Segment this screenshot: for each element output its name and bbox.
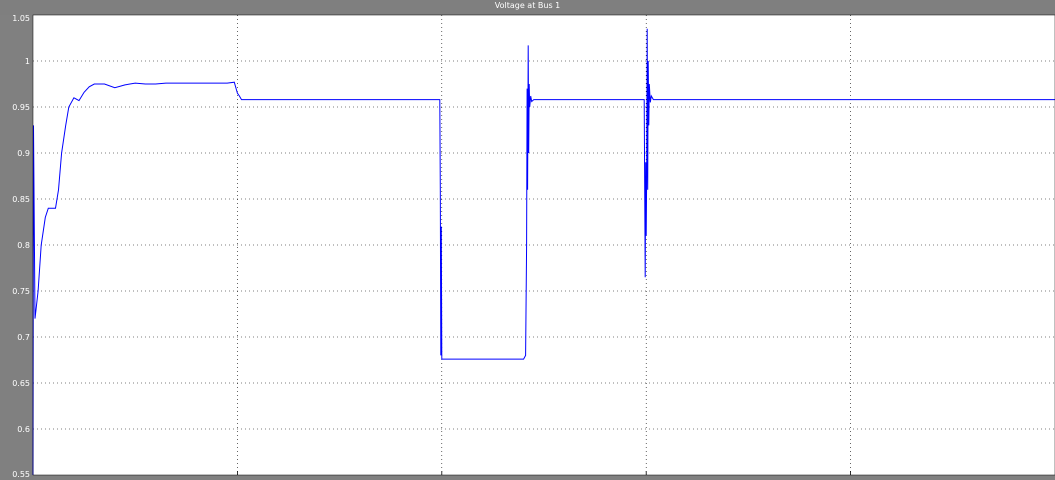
- y-tick-label: 0.85: [12, 195, 30, 204]
- plot-background: [33, 15, 1055, 475]
- y-tick-label: 0.95: [12, 103, 30, 112]
- y-tick-label: 0.8: [17, 241, 30, 250]
- chart-title: Voltage at Bus 1: [494, 1, 561, 10]
- x-tick-marks: [236, 471, 851, 475]
- y-tick-label: 0.55: [12, 470, 30, 479]
- title-bar: Voltage at Bus 1: [0, 0, 1055, 15]
- y-tick-label: 0.7: [17, 333, 30, 342]
- y-tick-label: 0.65: [12, 379, 30, 388]
- y-tick-label: 1: [25, 57, 30, 66]
- y-tick-label: 0.9: [17, 149, 30, 158]
- plot-border: [32, 14, 1055, 476]
- y-tick-label: 0.75: [12, 287, 30, 296]
- y-tick-label: 0.6: [17, 425, 30, 434]
- series-line-voltage: [32, 28, 1055, 476]
- y-tick-labels: 0.55 0.6 0.65 0.7 0.75 0.8 0.85 0.9 0.95 1 1.05: [12, 14, 30, 479]
- y-tick-label: 1.05: [12, 14, 30, 23]
